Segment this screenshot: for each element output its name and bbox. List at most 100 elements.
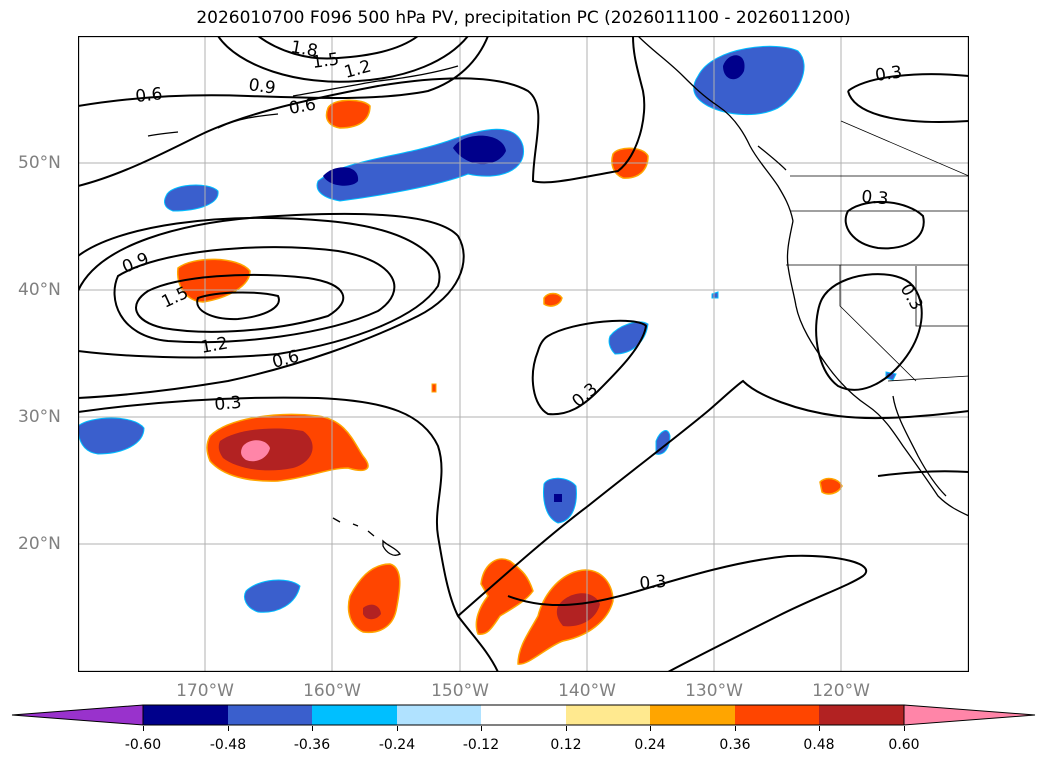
precip-pos-small2 — [819, 477, 843, 495]
precip-neg-small1 — [711, 291, 719, 299]
precip-pos-south2 — [475, 558, 534, 635]
precip-pos-south1 — [347, 563, 401, 634]
contour-pv-03-california — [815, 273, 923, 391]
colorbar-segment-3 — [312, 705, 397, 725]
colorbar-label-012: 0.12 — [550, 737, 582, 753]
contour-labels: 1.8 1.5 1.2 0.9 0.6 0.6 0.3 0.3 0.9 1.5 … — [119, 37, 926, 594]
precip-neg-bc — [693, 45, 805, 116]
precip-neg-dateline — [78, 417, 145, 455]
colorbar-label-neg012: -0.12 — [462, 737, 500, 753]
colorbar-label-024: 0.24 — [634, 737, 666, 753]
colorbar-label-neg036: -0.36 — [293, 737, 331, 753]
lat-tick-50n: 50°N — [18, 153, 61, 173]
contour-pv-03-south — [507, 554, 867, 672]
contour-pv-03-small — [531, 319, 648, 416]
lon-tick-170w: 170°W — [176, 681, 234, 701]
colorbar-segment-7 — [650, 705, 735, 725]
colorbar-tick-mark — [650, 726, 651, 731]
contour-pv-north-closed — [257, 36, 419, 60]
precip-pos-small3 — [431, 383, 437, 393]
contour-pv-03-closed-ne — [847, 73, 969, 123]
contour-label-1: 1.8 — [289, 37, 319, 61]
contour-label-15: 0.3 — [639, 572, 668, 594]
lat-tick-40n: 40°N — [18, 280, 61, 300]
colorbar-label-048: 0.48 — [803, 737, 835, 753]
precip-neg-west1 — [164, 184, 219, 212]
colorbar-tick-mark — [566, 726, 567, 731]
precip-pos-west — [177, 258, 251, 303]
contour-pv-03-sw-mexico — [877, 470, 969, 477]
contour-label-9: 0.9 — [119, 249, 152, 278]
contour-label-8: 0.3 — [861, 187, 890, 209]
contour-label-14: 0.3 — [568, 379, 602, 412]
precip-neg-south1 — [244, 579, 301, 613]
precip-pos-north1 — [325, 99, 371, 129]
colorbar-extend-high — [903, 704, 1036, 726]
map-title: 2026010700 F096 500 hPa PV, precipitatio… — [196, 8, 851, 28]
lon-tick-140w: 140°W — [558, 681, 616, 701]
lon-tick-130w: 130°W — [685, 681, 743, 701]
pv-contours — [78, 36, 969, 672]
contour-pv-03-closed-mid — [844, 200, 925, 250]
colorbar-segment-2 — [228, 705, 312, 725]
lon-tick-120w: 120°W — [812, 681, 870, 701]
precip-neg-mid2 — [655, 430, 671, 455]
bc-coast — [637, 36, 794, 222]
precip-pos-small1 — [543, 292, 563, 307]
contour-pv-ring-outer — [78, 212, 465, 399]
colorbar-label-036: 0.36 — [719, 737, 751, 753]
contour-label-2: 1.5 — [311, 49, 341, 73]
lon-tick-150w: 150°W — [431, 681, 489, 701]
lat-tick-30n: 30°N — [18, 407, 61, 427]
colorbar-label-neg024: -0.24 — [378, 737, 416, 753]
contour-label-13: 0.3 — [214, 393, 243, 415]
contour-pv-north-1 — [217, 36, 469, 83]
lat-tick-20n: 20°N — [18, 534, 61, 554]
precip-neg-bc-core — [723, 55, 745, 80]
contour-pv-03-east — [457, 379, 969, 617]
contour-pv-north-3 — [78, 36, 646, 187]
colorbar-tick-mark — [735, 726, 736, 731]
vancouver-island — [757, 145, 787, 171]
contour-label-5: 0.6 — [134, 84, 163, 107]
hawaii — [332, 517, 401, 556]
colorbar-extend-low — [11, 704, 144, 726]
us-west-coast — [786, 220, 969, 517]
colorbar — [11, 704, 1036, 726]
colorbar-segment-4 — [397, 705, 481, 725]
precip-neg-gulf-alaska-core2 — [453, 135, 506, 165]
baja — [892, 395, 947, 497]
colorbar-label-neg048: -0.48 — [209, 737, 247, 753]
contour-label-12: 0.6 — [270, 347, 301, 373]
border-mexico — [887, 375, 969, 382]
colorbar-segment-8 — [735, 705, 819, 725]
colorbar-tick-mark — [397, 726, 398, 731]
map-panel: 1.8 1.5 1.2 0.9 0.6 0.6 0.3 0.3 0.9 1.5 … — [78, 36, 969, 672]
contour-pv-ring-2 — [78, 216, 441, 359]
contour-label-11: 1.2 — [199, 334, 229, 358]
border-state-nv — [839, 265, 917, 382]
precip-neg-south2-core — [554, 494, 562, 502]
colorbar-tick-mark — [228, 726, 229, 731]
contour-pv-ring-3 — [113, 246, 396, 344]
contour-pv-ring-4 — [135, 273, 345, 333]
colorbar-tick-mark — [481, 726, 482, 731]
contour-pv-ring-inner — [196, 291, 280, 321]
lon-tick-160w: 160°W — [303, 681, 361, 701]
precip-pos-main-max — [241, 440, 270, 462]
border-state-az — [915, 266, 969, 327]
colorbar-tick-mark — [819, 726, 820, 731]
map-border — [78, 36, 969, 672]
colorbar-tick-mark — [143, 726, 144, 731]
border-bc-ak — [840, 120, 969, 177]
contour-label-4: 0.9 — [247, 75, 277, 99]
colorbar-label-neg060: -0.60 — [124, 737, 162, 753]
precip-negative-areas — [78, 45, 897, 613]
contour-label-7: 0.3 — [874, 62, 904, 86]
colorbar-tick-mark — [312, 726, 313, 731]
colorbar-segment-5 — [481, 705, 566, 725]
contour-label-3: 1.2 — [342, 57, 373, 83]
precip-pos-south1-core — [363, 604, 381, 620]
colorbar-segment-1 — [143, 705, 228, 725]
contour-label-6: 0.6 — [287, 95, 317, 119]
